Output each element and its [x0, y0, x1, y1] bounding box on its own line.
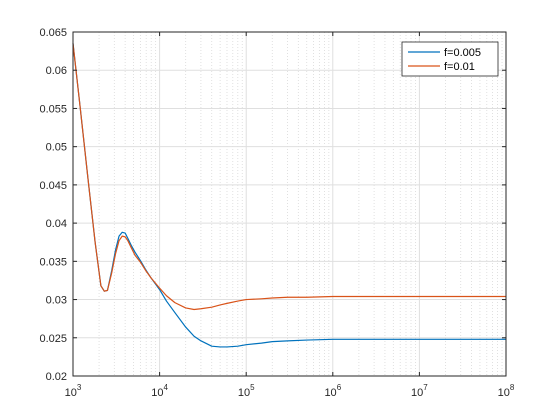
y-tick-label: 0.06 — [46, 65, 67, 77]
x-tick-label: 103 — [65, 383, 82, 399]
x-tick-label: 108 — [498, 383, 515, 399]
y-tick-label: 0.035 — [39, 256, 67, 268]
y-tick-label: 0.065 — [39, 27, 67, 39]
series-layer — [72, 43, 506, 348]
grid — [72, 31, 507, 377]
y-tick-label: 0.055 — [39, 103, 67, 115]
x-tick-label: 104 — [151, 383, 168, 399]
y-tick-label: 0.045 — [39, 180, 67, 192]
ticks: 0.02 0.025 0.03 0.035 0.04 0.045 0.05 0.055 0.06… — [39, 27, 514, 399]
plot-area — [73, 32, 506, 376]
x-tick-label: 107 — [411, 383, 428, 399]
legend-label: f=0.01 — [444, 61, 475, 73]
legend-box — [401, 41, 499, 77]
y-tick-label: 0.025 — [39, 333, 67, 345]
y-tick-label: 0.03 — [46, 295, 67, 307]
axes-frame — [72, 31, 507, 377]
series-line-2 — [72, 43, 506, 311]
y-tick-label: 0.05 — [46, 142, 67, 154]
x-tick-label: 105 — [238, 383, 255, 399]
legend-label: f=0.005 — [444, 47, 481, 59]
y-tick-label: 0.02 — [46, 371, 67, 383]
y-tick-label: 0.04 — [46, 218, 67, 230]
x-tick-label: 106 — [324, 383, 341, 399]
legend: f=0.005 f=0.01 — [401, 41, 499, 77]
